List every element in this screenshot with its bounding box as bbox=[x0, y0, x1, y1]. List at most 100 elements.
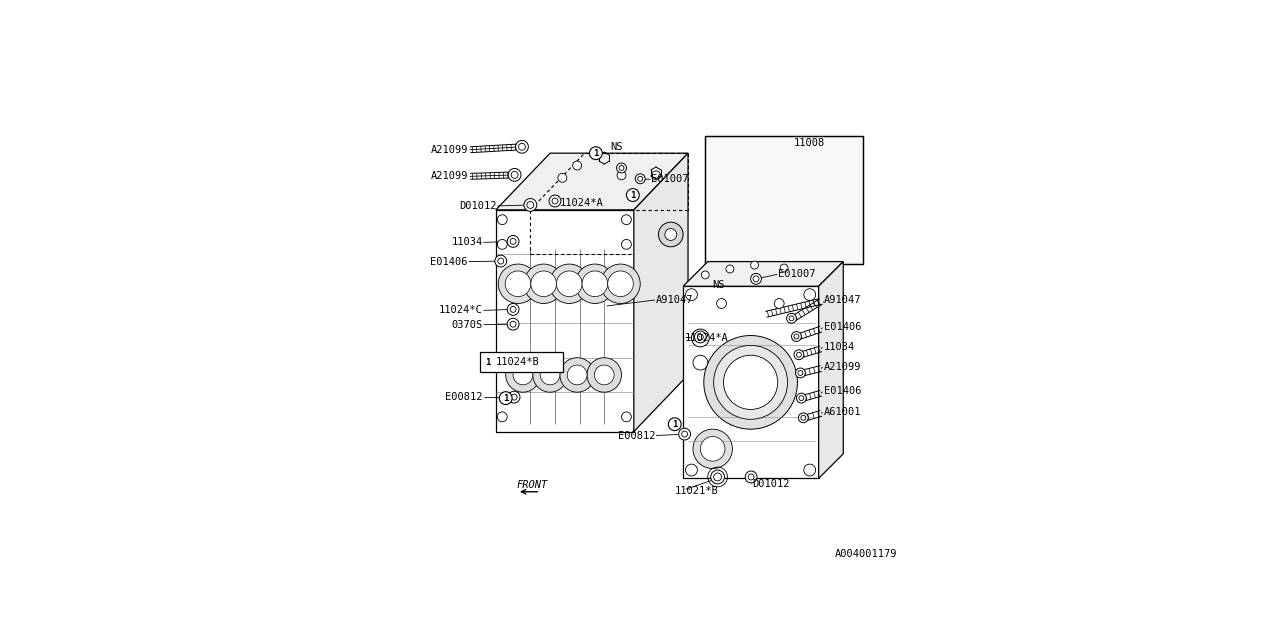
FancyBboxPatch shape bbox=[480, 352, 563, 372]
Circle shape bbox=[549, 195, 561, 207]
Circle shape bbox=[552, 198, 558, 204]
Text: D01012: D01012 bbox=[458, 201, 497, 211]
Text: A21099: A21099 bbox=[823, 362, 861, 372]
Text: A21099: A21099 bbox=[431, 145, 468, 155]
Circle shape bbox=[620, 166, 623, 170]
Circle shape bbox=[594, 365, 614, 385]
Circle shape bbox=[794, 350, 804, 360]
Circle shape bbox=[506, 358, 540, 392]
Text: E00812: E00812 bbox=[617, 431, 655, 441]
Circle shape bbox=[774, 298, 785, 308]
Circle shape bbox=[608, 271, 634, 296]
Polygon shape bbox=[684, 262, 844, 286]
Circle shape bbox=[787, 314, 796, 323]
Circle shape bbox=[511, 172, 518, 179]
Circle shape bbox=[658, 222, 684, 247]
Circle shape bbox=[518, 143, 525, 150]
Circle shape bbox=[668, 418, 681, 431]
Circle shape bbox=[511, 321, 516, 327]
Circle shape bbox=[511, 394, 517, 400]
Circle shape bbox=[590, 147, 603, 159]
Text: NS: NS bbox=[611, 142, 623, 152]
Text: E01007: E01007 bbox=[778, 269, 815, 279]
Circle shape bbox=[717, 298, 727, 308]
Circle shape bbox=[567, 365, 588, 385]
Circle shape bbox=[617, 171, 626, 180]
Polygon shape bbox=[495, 153, 689, 210]
Circle shape bbox=[532, 358, 567, 392]
Circle shape bbox=[678, 428, 690, 440]
Circle shape bbox=[710, 470, 724, 484]
Text: 11024*A: 11024*A bbox=[559, 198, 604, 208]
Text: 11024*C: 11024*C bbox=[439, 305, 483, 316]
Circle shape bbox=[622, 412, 631, 422]
Circle shape bbox=[637, 177, 643, 181]
Circle shape bbox=[748, 474, 754, 480]
Circle shape bbox=[511, 307, 516, 312]
Circle shape bbox=[796, 393, 806, 403]
Circle shape bbox=[531, 271, 557, 296]
Circle shape bbox=[652, 171, 660, 180]
Text: 11024*B: 11024*B bbox=[495, 357, 540, 367]
Circle shape bbox=[791, 332, 801, 341]
Polygon shape bbox=[684, 286, 819, 479]
Text: A91047: A91047 bbox=[657, 294, 694, 305]
Circle shape bbox=[572, 161, 581, 170]
Circle shape bbox=[622, 239, 631, 249]
Circle shape bbox=[714, 346, 787, 419]
Circle shape bbox=[626, 189, 639, 202]
Circle shape bbox=[635, 174, 645, 184]
Circle shape bbox=[498, 215, 507, 225]
Text: A61001: A61001 bbox=[823, 407, 861, 417]
Text: 11034: 11034 bbox=[452, 237, 483, 248]
Circle shape bbox=[726, 265, 733, 273]
Circle shape bbox=[692, 429, 732, 468]
Polygon shape bbox=[705, 136, 863, 264]
Circle shape bbox=[686, 464, 698, 476]
Text: 11008: 11008 bbox=[794, 138, 826, 148]
Circle shape bbox=[588, 358, 622, 392]
Text: E00812: E00812 bbox=[445, 392, 483, 402]
Circle shape bbox=[495, 255, 507, 267]
Circle shape bbox=[799, 396, 804, 401]
Circle shape bbox=[695, 331, 707, 343]
Text: A004001179: A004001179 bbox=[835, 548, 897, 559]
Circle shape bbox=[575, 264, 614, 303]
Text: E01406: E01406 bbox=[430, 257, 467, 267]
Circle shape bbox=[527, 202, 534, 209]
Text: 1: 1 bbox=[630, 191, 636, 200]
Circle shape bbox=[507, 236, 518, 247]
Text: 0370S: 0370S bbox=[452, 319, 483, 330]
Circle shape bbox=[795, 368, 805, 378]
Circle shape bbox=[549, 264, 589, 303]
Circle shape bbox=[558, 173, 567, 182]
Circle shape bbox=[745, 471, 756, 483]
Circle shape bbox=[700, 436, 724, 461]
Circle shape bbox=[557, 271, 582, 296]
Polygon shape bbox=[819, 262, 844, 479]
Circle shape bbox=[516, 140, 529, 153]
Circle shape bbox=[498, 412, 507, 422]
Polygon shape bbox=[634, 153, 689, 431]
Circle shape bbox=[714, 473, 722, 481]
Text: E01007: E01007 bbox=[652, 174, 689, 184]
Circle shape bbox=[692, 355, 708, 370]
Circle shape bbox=[582, 271, 608, 296]
Circle shape bbox=[788, 316, 794, 321]
Circle shape bbox=[753, 276, 759, 282]
Text: 1: 1 bbox=[593, 148, 599, 157]
Text: FRONT: FRONT bbox=[516, 480, 548, 490]
Circle shape bbox=[506, 271, 531, 296]
Text: 11021*B: 11021*B bbox=[675, 486, 718, 496]
Circle shape bbox=[481, 356, 494, 369]
Circle shape bbox=[507, 303, 518, 316]
Text: 11024*A: 11024*A bbox=[685, 333, 728, 343]
Circle shape bbox=[794, 334, 799, 339]
Text: NS: NS bbox=[712, 280, 724, 290]
Circle shape bbox=[524, 264, 563, 303]
Circle shape bbox=[801, 415, 806, 420]
Circle shape bbox=[622, 215, 631, 225]
Text: 1: 1 bbox=[672, 420, 677, 429]
Circle shape bbox=[701, 271, 709, 279]
Circle shape bbox=[682, 431, 687, 437]
